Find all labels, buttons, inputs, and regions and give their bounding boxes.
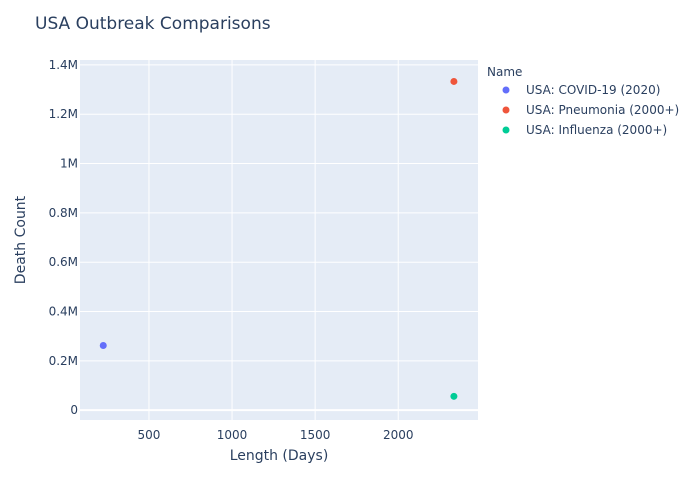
- y-tick-label: 0.6M: [49, 255, 78, 269]
- grid-lines: [80, 60, 478, 420]
- y-tick-label: 1.2M: [49, 107, 78, 121]
- y-tick-label: 0.8M: [49, 206, 78, 220]
- legend-marker: [502, 86, 510, 94]
- x-tick-label: 1000: [217, 428, 248, 442]
- legend-marker: [502, 126, 510, 134]
- plot-area: [80, 60, 478, 420]
- legend-item-label[interactable]: USA: Pneumonia (2000+): [526, 103, 679, 117]
- legend-item-label[interactable]: USA: COVID-19 (2020): [526, 83, 660, 97]
- legend-title: Name: [487, 65, 522, 79]
- x-tick-label: 1500: [300, 428, 331, 442]
- data-points: [99, 77, 458, 400]
- data-point[interactable]: [99, 342, 107, 350]
- x-axis-ticks: 500 1000 1500 2000: [138, 428, 414, 442]
- data-point[interactable]: [450, 392, 458, 400]
- y-tick-label: 0.4M: [49, 305, 78, 319]
- data-point[interactable]: [450, 77, 458, 85]
- y-tick-label: 1.4M: [49, 58, 78, 72]
- y-axis-label: Death Count: [13, 195, 29, 284]
- x-tick-label: 500: [138, 428, 161, 442]
- y-tick-label: 0: [70, 403, 78, 417]
- y-axis-ticks: 0 0.2M 0.4M 0.6M 0.8M 1M 1.2M 1.4M: [49, 58, 78, 417]
- x-axis-label: Length (Days): [230, 448, 329, 464]
- y-tick-label: 1M: [60, 157, 78, 171]
- chart-title: USA Outbreak Comparisons: [35, 14, 271, 34]
- y-tick-label: 0.2M: [49, 354, 78, 368]
- legend-item-label[interactable]: USA: Influenza (2000+): [526, 123, 667, 137]
- legend: Name USA: COVID-19 (2020) USA: Pneumonia …: [487, 65, 679, 137]
- x-tick-label: 2000: [383, 428, 414, 442]
- legend-marker: [502, 106, 510, 114]
